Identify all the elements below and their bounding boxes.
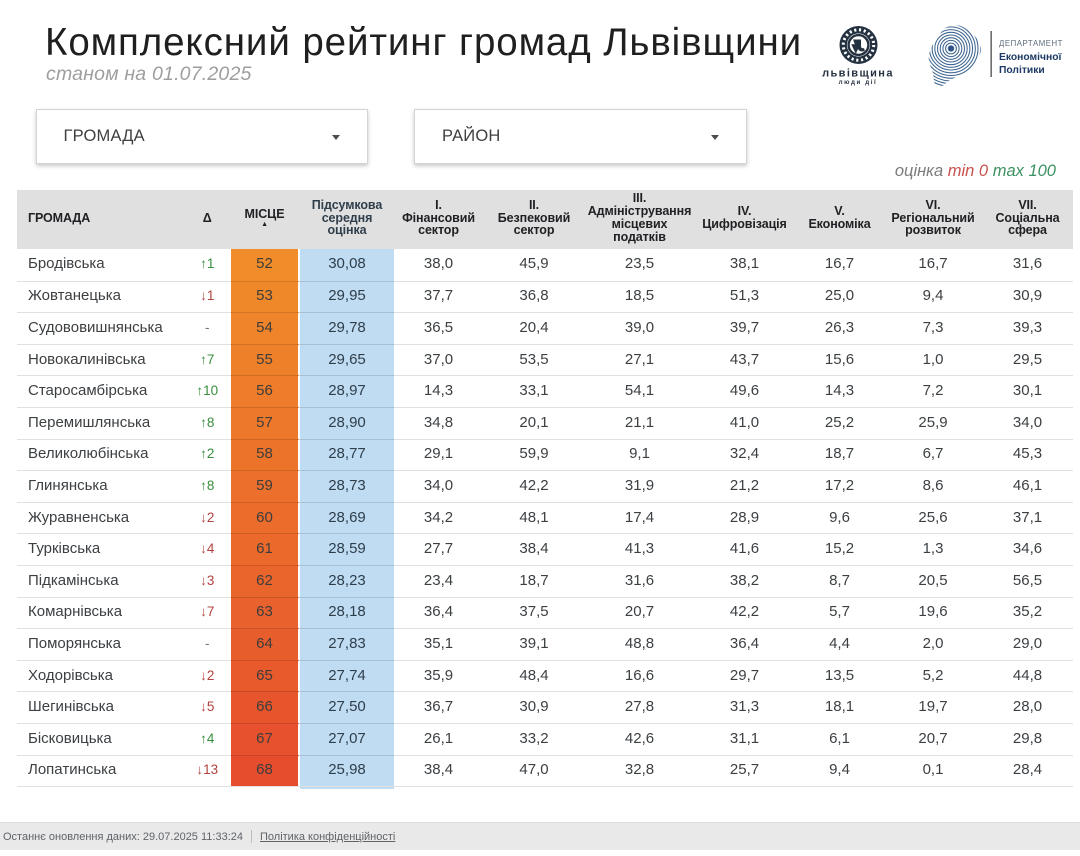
- svg-text:львівщина: львівщина: [822, 68, 894, 80]
- svg-text:Політики: Політики: [999, 65, 1045, 76]
- svg-text:Економічної: Економічної: [999, 52, 1063, 63]
- svg-text:ДЕПАРТАМЕНТ: ДЕПАРТАМЕНТ: [999, 39, 1063, 48]
- svg-text:люди дії: люди дії: [839, 79, 878, 86]
